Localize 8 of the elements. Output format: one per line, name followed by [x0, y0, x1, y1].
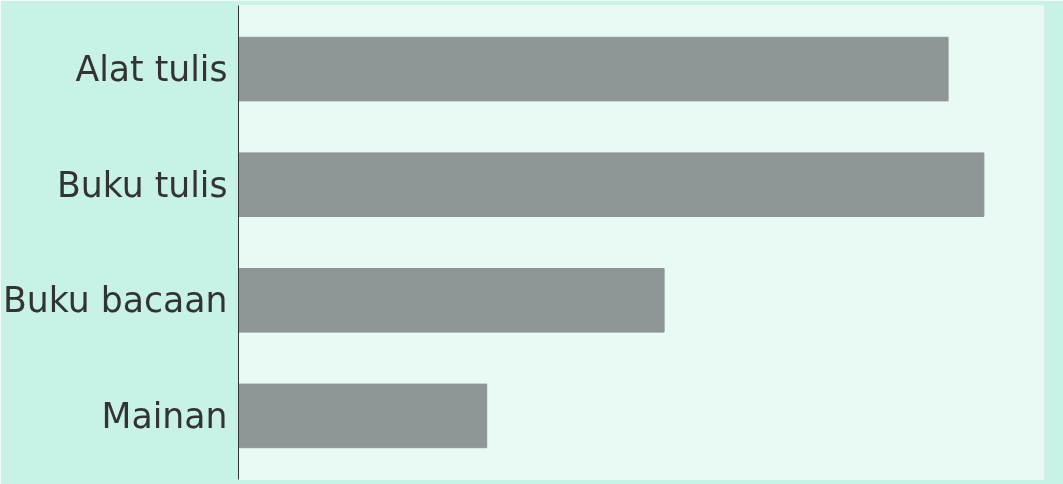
bar [238, 36, 949, 102]
y-tick-label: Buku tulis [56, 164, 228, 205]
y-tick-label: Buku bacaan [3, 280, 228, 321]
bar [238, 268, 665, 333]
bar [238, 383, 488, 449]
bar [238, 152, 985, 217]
y-tick-label: Mainan [101, 395, 228, 436]
y-tick-label: Alat tulis [75, 49, 228, 90]
